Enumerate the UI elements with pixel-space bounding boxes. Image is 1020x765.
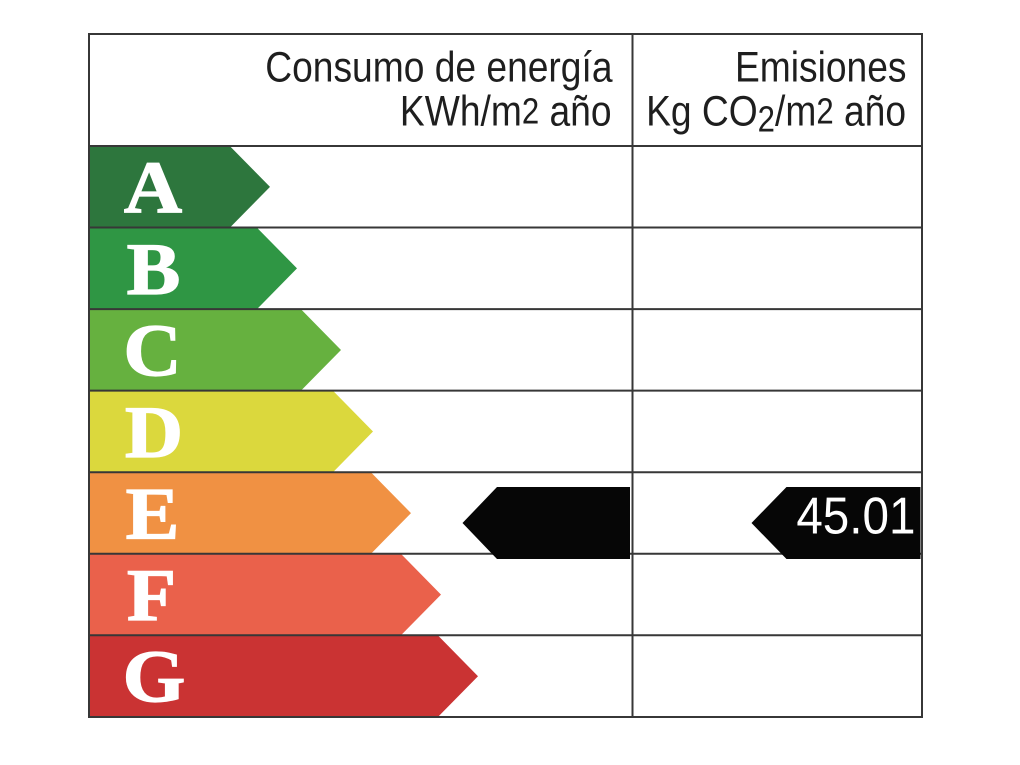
svg-text:A: A — [124, 146, 182, 228]
svg-text:G: G — [123, 636, 186, 718]
svg-text:D: D — [125, 391, 183, 473]
svg-text:B: B — [127, 228, 181, 310]
svg-text:E: E — [126, 472, 180, 554]
svg-text:F: F — [127, 554, 176, 636]
svg-text:Consumo de energía: Consumo de energía — [265, 43, 613, 91]
svg-text:Emisiones: Emisiones — [735, 43, 907, 91]
svg-text:C: C — [123, 309, 181, 391]
svg-text:Kg CO2/m2 año: Kg CO2/m2 año — [646, 87, 906, 140]
svg-text:45.01: 45.01 — [796, 487, 915, 545]
svg-text:KWh/m2 año: KWh/m2 año — [400, 87, 612, 135]
